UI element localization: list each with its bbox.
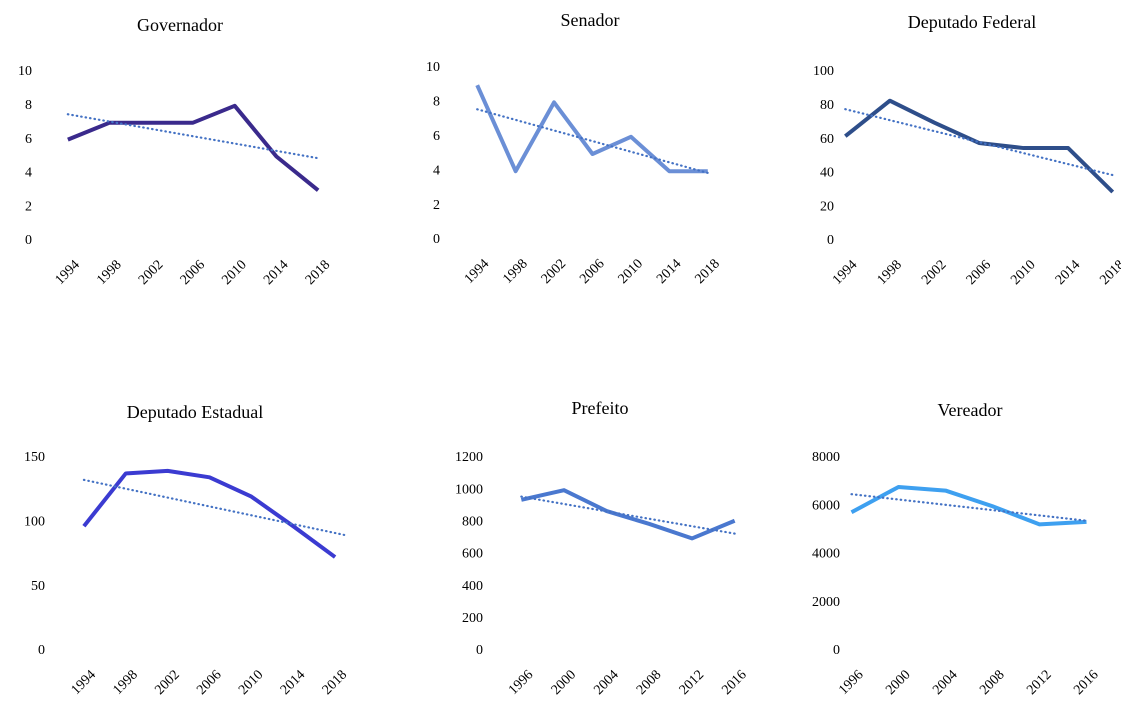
x-tick-label: 2010 [219, 257, 249, 287]
x-tick-label: 2002 [152, 667, 182, 697]
x-tick-label: 2018 [692, 256, 722, 286]
y-tick-label: 4 [433, 163, 440, 178]
x-tick-label: 2014 [261, 257, 291, 287]
x-tick-label: 1998 [875, 257, 905, 287]
x-tick-label: 1994 [53, 257, 83, 287]
trend-line [66, 113, 320, 160]
x-tick-label: 2008 [634, 667, 664, 697]
x-tick-label: 1994 [69, 667, 99, 697]
y-tick-label: 200 [462, 611, 483, 626]
data-line [475, 84, 708, 174]
y-tick-label: 1000 [455, 482, 483, 497]
x-tick-label: 2008 [977, 667, 1007, 697]
x-tick-label: 2010 [1008, 257, 1038, 287]
x-tick-label: 2010 [616, 256, 646, 286]
y-tick-label: 1200 [455, 450, 483, 465]
x-tick-label: 2006 [194, 667, 224, 697]
x-tick-label: 2016 [719, 667, 749, 697]
y-tick-label: 10 [426, 60, 440, 75]
y-tick-label: 150 [24, 450, 45, 465]
y-tick-label: 0 [25, 233, 32, 248]
x-tick-label: 2012 [677, 667, 707, 697]
x-tick-label: 1998 [110, 667, 140, 697]
data-line [850, 484, 1087, 527]
x-tick-label: 2016 [1071, 667, 1101, 697]
x-tick-label: 2000 [883, 667, 913, 697]
data-line [520, 488, 736, 541]
y-tick-label: 100 [813, 64, 834, 79]
data-line [67, 103, 320, 192]
x-tick-label: 2010 [236, 667, 266, 697]
x-tick-label: 1994 [830, 257, 860, 287]
chart-title: Deputado Estadual [127, 402, 263, 422]
x-tick-label: 2006 [964, 257, 994, 287]
chart-title: Vereador [938, 400, 1003, 420]
y-tick-label: 6 [25, 132, 32, 147]
y-tick-label: 6000 [812, 498, 840, 513]
y-tick-label: 8 [25, 98, 32, 113]
trend-line [844, 108, 1114, 177]
y-tick-label: 8 [433, 95, 440, 110]
y-tick-label: 4000 [812, 547, 840, 562]
y-tick-label: 80 [820, 98, 834, 113]
y-tick-label: 800 [462, 515, 483, 530]
x-tick-label: 2014 [1053, 257, 1083, 287]
x-tick-label: 2002 [919, 257, 949, 287]
y-tick-label: 0 [433, 232, 440, 247]
x-tick-label: 2018 [320, 667, 350, 697]
y-tick-label: 4 [25, 166, 32, 181]
y-tick-label: 0 [833, 643, 840, 658]
trend-line [520, 495, 736, 535]
y-tick-label: 100 [24, 515, 45, 530]
y-tick-label: 2 [25, 199, 32, 214]
x-tick-label: 2014 [278, 667, 308, 697]
y-tick-label: 600 [462, 547, 483, 562]
x-tick-label: 2004 [591, 667, 621, 697]
x-tick-label: 2002 [136, 257, 166, 287]
y-tick-label: 60 [820, 132, 834, 147]
y-tick-label: 40 [820, 166, 834, 181]
x-tick-label: 2014 [654, 256, 684, 286]
y-tick-label: 0 [38, 643, 45, 658]
x-tick-label: 2004 [930, 667, 960, 697]
x-tick-label: 2018 [1097, 257, 1121, 287]
x-tick-label: 2002 [539, 256, 569, 286]
x-tick-label: 2018 [303, 257, 333, 287]
x-tick-label: 2012 [1024, 667, 1054, 697]
y-tick-label: 50 [31, 579, 45, 594]
y-tick-label: 2000 [812, 595, 840, 610]
chart-title: Senador [561, 10, 620, 30]
chart-title: Governador [137, 15, 223, 35]
x-tick-label: 1998 [94, 257, 124, 287]
trend-line [82, 478, 347, 537]
y-tick-label: 8000 [812, 450, 840, 465]
chart-title: Prefeito [572, 398, 629, 418]
x-tick-label: 1996 [836, 667, 866, 697]
x-tick-label: 1994 [462, 256, 492, 286]
x-tick-label: 1998 [500, 256, 530, 286]
x-tick-label: 2006 [178, 257, 208, 287]
data-line [844, 98, 1115, 194]
data-line [82, 468, 337, 559]
y-tick-label: 20 [820, 199, 834, 214]
y-tick-label: 2 [433, 198, 440, 213]
y-tick-label: 10 [18, 64, 32, 79]
y-tick-label: 6 [433, 129, 440, 144]
trend-line [476, 108, 709, 175]
x-tick-label: 2000 [549, 667, 579, 697]
chart-title: Deputado Federal [908, 12, 1036, 32]
x-tick-label: 1996 [506, 667, 536, 697]
y-tick-label: 0 [827, 233, 834, 248]
trend-line [850, 493, 1088, 522]
y-tick-label: 400 [462, 579, 483, 594]
x-tick-label: 2006 [577, 256, 607, 286]
y-tick-label: 0 [476, 643, 483, 658]
